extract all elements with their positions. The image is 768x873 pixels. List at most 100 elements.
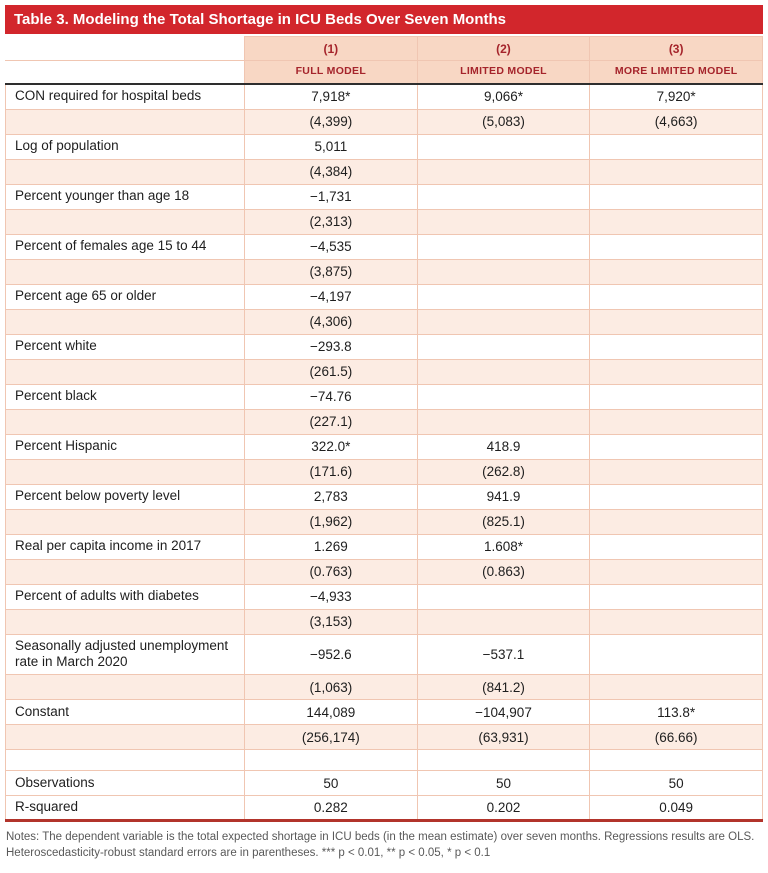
estimate-value (416, 133, 591, 160)
column-number-3: (3) (589, 36, 763, 61)
stderr-value (589, 308, 763, 335)
estimate-value: −952.6 (244, 633, 418, 676)
estimate-value: 7,920* (589, 83, 763, 110)
estimate-value: 9,066* (416, 83, 591, 110)
estimate-value (589, 183, 763, 210)
stderr-value (416, 208, 591, 235)
stderr-value: (4,663) (589, 108, 763, 135)
estimate-value: 2,783 (244, 483, 418, 510)
stderr-value: (256,174) (244, 724, 418, 751)
estimate-value: −4,197 (244, 283, 418, 310)
estimate-value (589, 533, 763, 560)
summary-label: Observations (5, 770, 245, 797)
stderr-value (589, 258, 763, 285)
estimate-value: 418.9 (416, 433, 591, 460)
stderr-value: (171.6) (244, 458, 418, 485)
variable-label: Constant (5, 699, 245, 726)
variable-label: Log of population (5, 133, 245, 160)
variable-label-empty (5, 558, 245, 585)
variable-label-empty (5, 458, 245, 485)
stderr-row: (256,174) (63,931) (66.66) (5, 724, 763, 751)
stderr-value: (3,153) (244, 608, 418, 635)
stderr-value (589, 608, 763, 635)
summary-value: 0.049 (589, 795, 763, 823)
estimate-value (589, 383, 763, 410)
variable-label-empty (5, 208, 245, 235)
estimate-value (589, 233, 763, 260)
estimate-row: Percent younger than age 18 −1,731 (5, 183, 763, 210)
estimate-value (416, 383, 591, 410)
stderr-value (589, 508, 763, 535)
variable-label: Percent of females age 15 to 44 (5, 233, 245, 260)
variable-label-empty (5, 258, 245, 285)
spacer-cell (416, 749, 591, 772)
header-model-row: FULL MODEL LIMITED MODEL MORE LIMITED MO… (5, 60, 763, 85)
estimate-value: −74.76 (244, 383, 418, 410)
column-number-1: (1) (244, 36, 418, 61)
stderr-value (416, 308, 591, 335)
spacer-cell (589, 749, 763, 772)
stderr-value (589, 358, 763, 385)
variable-label-empty (5, 674, 245, 701)
estimate-row: Constant 144,089 −104,907 113.8* (5, 699, 763, 726)
estimate-value: −4,535 (244, 233, 418, 260)
estimate-value: 941.9 (416, 483, 591, 510)
estimate-value: 322.0* (244, 433, 418, 460)
estimate-value (416, 233, 591, 260)
estimate-row: Seasonally adjusted unemployment rate in… (5, 633, 763, 676)
stderr-value: (227.1) (244, 408, 418, 435)
variable-label: Percent of adults with diabetes (5, 583, 245, 610)
stderr-value (416, 358, 591, 385)
column-model-limited: LIMITED MODEL (416, 60, 591, 85)
column-model-full: FULL MODEL (244, 60, 418, 85)
estimate-value: −4,933 (244, 583, 418, 610)
estimate-value: −1,731 (244, 183, 418, 210)
estimate-value: −537.1 (416, 633, 591, 676)
estimate-value (589, 333, 763, 360)
summary-row: R-squared 0.282 0.202 0.049 (5, 795, 763, 823)
stderr-row: (0.763) (0.863) (5, 558, 763, 585)
estimate-value (416, 333, 591, 360)
stderr-value: (63,931) (416, 724, 591, 751)
estimate-value (416, 583, 591, 610)
stderr-value: (262.8) (416, 458, 591, 485)
stderr-value (416, 408, 591, 435)
variable-label: Percent white (5, 333, 245, 360)
variable-label: Seasonally adjusted unemployment rate in… (5, 633, 245, 676)
table-header: (1) (2) (3) FULL MODEL LIMITED MODEL MOR… (5, 36, 763, 85)
estimate-row: Percent Hispanic 322.0* 418.9 (5, 433, 763, 460)
stderr-row: (2,313) (5, 208, 763, 235)
spacer-row (5, 749, 763, 772)
variable-label-empty (5, 358, 245, 385)
column-model-more-limited: MORE LIMITED MODEL (589, 60, 763, 85)
corner-cell (5, 60, 245, 85)
stderr-value: (4,384) (244, 158, 418, 185)
estimate-value: 1.608* (416, 533, 591, 560)
variable-label-empty (5, 608, 245, 635)
stderr-value (589, 458, 763, 485)
stderr-row: (1,063) (841.2) (5, 674, 763, 701)
stderr-value: (261.5) (244, 358, 418, 385)
variable-label: Percent younger than age 18 (5, 183, 245, 210)
estimate-row: Percent of adults with diabetes −4,933 (5, 583, 763, 610)
spacer-cell (5, 749, 245, 772)
estimate-value: 144,089 (244, 699, 418, 726)
stderr-row: (261.5) (5, 358, 763, 385)
estimate-value (589, 133, 763, 160)
table-title: Table 3. Modeling the Total Shortage in … (14, 11, 507, 28)
estimate-row: Log of population 5,011 (5, 133, 763, 160)
variable-label: Percent age 65 or older (5, 283, 245, 310)
estimate-value: 1.269 (244, 533, 418, 560)
estimate-row: Percent black −74.76 (5, 383, 763, 410)
estimate-value (589, 283, 763, 310)
stderr-value: (4,306) (244, 308, 418, 335)
estimate-value: −293.8 (244, 333, 418, 360)
stderr-value: (3,875) (244, 258, 418, 285)
corner-cell (5, 36, 245, 61)
stderr-row: (227.1) (5, 408, 763, 435)
stderr-value (589, 558, 763, 585)
stderr-value (589, 158, 763, 185)
stderr-row: (4,306) (5, 308, 763, 335)
summary-row: Observations 50 50 50 (5, 770, 763, 797)
estimate-value: 7,918* (244, 83, 418, 110)
